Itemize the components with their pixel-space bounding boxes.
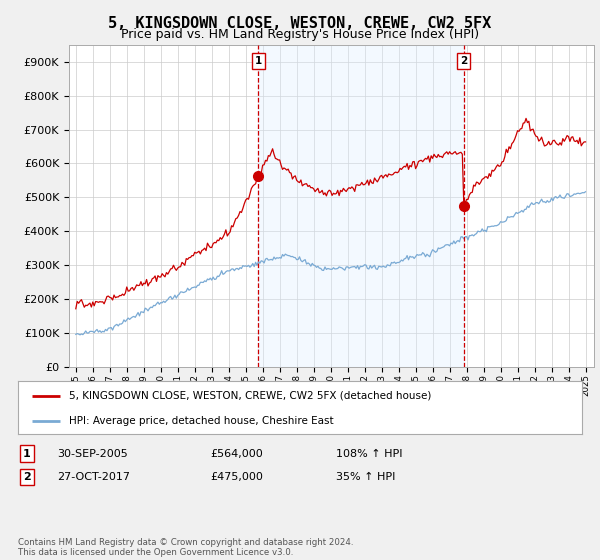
Text: HPI: Average price, detached house, Cheshire East: HPI: Average price, detached house, Ches… [69,416,334,426]
Text: 5, KINGSDOWN CLOSE, WESTON, CREWE, CW2 5FX (detached house): 5, KINGSDOWN CLOSE, WESTON, CREWE, CW2 5… [69,391,431,401]
Text: 35% ↑ HPI: 35% ↑ HPI [336,472,395,482]
Bar [259,45,464,367]
Text: 1: 1 [23,449,31,459]
Text: 1: 1 [255,56,262,66]
Text: 27-OCT-2017: 27-OCT-2017 [57,472,130,482]
Text: 30-SEP-2005: 30-SEP-2005 [57,449,128,459]
Text: Contains HM Land Registry data © Crown copyright and database right 2024.
This d: Contains HM Land Registry data © Crown c… [18,538,353,557]
Text: 5, KINGSDOWN CLOSE, WESTON, CREWE, CW2 5FX: 5, KINGSDOWN CLOSE, WESTON, CREWE, CW2 5… [109,16,491,31]
Text: Price paid vs. HM Land Registry's House Price Index (HPI): Price paid vs. HM Land Registry's House … [121,28,479,41]
Text: £475,000: £475,000 [210,472,263,482]
Text: £564,000: £564,000 [210,449,263,459]
Text: 2: 2 [23,472,31,482]
Text: 2: 2 [460,56,467,66]
Text: 108% ↑ HPI: 108% ↑ HPI [336,449,403,459]
